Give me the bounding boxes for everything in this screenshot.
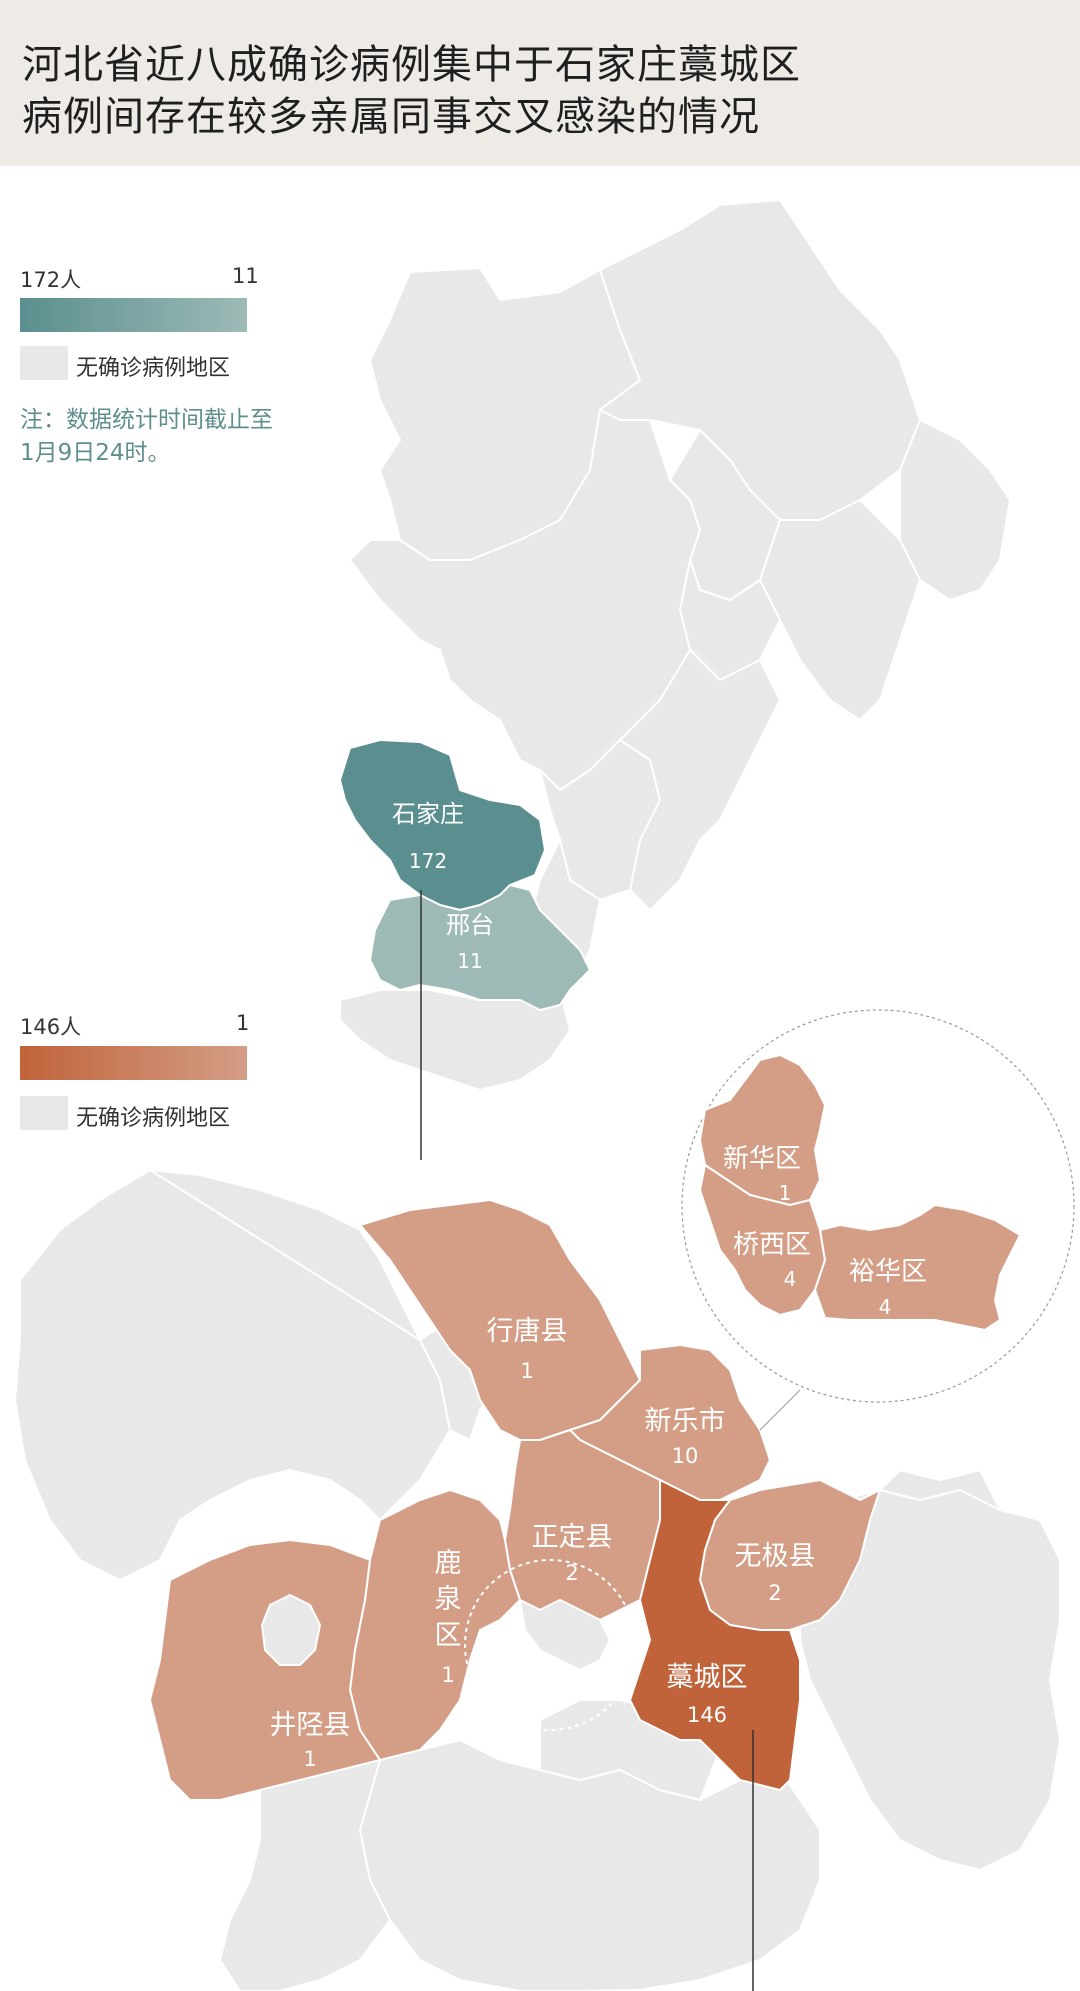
legend-bottom-no-case-swatch bbox=[20, 1096, 68, 1130]
label-luquan-char-2: 泉 bbox=[435, 1584, 462, 1615]
label-xinhua-value: 1 bbox=[779, 1181, 792, 1205]
legend-top-gradient-bar bbox=[20, 298, 247, 332]
region-yuhua bbox=[814, 1204, 1021, 1331]
region-gaocheng bbox=[629, 1479, 801, 1791]
label-yuhua-value: 4 bbox=[879, 1295, 892, 1319]
label-yuhua-name: 裕华区 bbox=[849, 1257, 927, 1287]
note: 注：数据统计时间截止至 1月9日24时。 bbox=[20, 404, 273, 470]
legend-bottom-min-label: 1 bbox=[236, 1011, 250, 1035]
note-line-2: 1月9日24时。 bbox=[20, 440, 171, 466]
legend-top-min-label: 11 bbox=[232, 264, 259, 288]
label-shijiazhuang-name: 石家庄 bbox=[392, 800, 464, 828]
header-banner: 河北省近八成确诊病例集中于石家庄藁城区 病例间存在较多亲属同事交叉感染的情况 bbox=[0, 0, 1080, 166]
province-labels: 石家庄 172 邢台 11 bbox=[392, 800, 494, 973]
legend-top-no-case-swatch bbox=[20, 346, 68, 380]
legend-bottom-no-case-label: 无确诊病例地区 bbox=[76, 1106, 231, 1131]
label-zhengding-value: 2 bbox=[565, 1561, 578, 1585]
label-shijiazhuang-value: 172 bbox=[409, 849, 447, 873]
label-luquan-char-3: 区 bbox=[435, 1620, 462, 1651]
note-line-1: 注：数据统计时间截止至 bbox=[20, 407, 273, 433]
region-shenze bbox=[879, 1469, 1001, 1511]
city-labels: 行唐县 1 新乐市 10 正定县 2 无极县 2 鹿 泉 区 1 井陉县 1 藁… bbox=[270, 1316, 816, 1771]
label-gaocheng-value: 146 bbox=[687, 1703, 727, 1727]
label-xingtang-name: 行唐县 bbox=[487, 1316, 568, 1347]
legend-bottom-gradient-bar bbox=[20, 1046, 247, 1080]
label-xingtai-value: 11 bbox=[457, 949, 482, 973]
city-core-circle bbox=[464, 1559, 636, 1731]
label-gaocheng-name: 藁城区 bbox=[667, 1662, 748, 1693]
label-xingtang-value: 1 bbox=[520, 1359, 533, 1383]
label-wuji-value: 2 bbox=[768, 1581, 781, 1605]
label-qiaoxi-name: 桥西区 bbox=[733, 1230, 811, 1260]
label-zhengding-name: 正定县 bbox=[532, 1522, 613, 1553]
region-handan bbox=[339, 989, 571, 1091]
region-urban-core bbox=[519, 1599, 611, 1671]
label-luquan-name: 鹿 泉 区 bbox=[435, 1548, 462, 1651]
label-xinle-name: 新乐市 bbox=[645, 1406, 726, 1437]
label-xinhua-name: 新华区 bbox=[723, 1144, 801, 1174]
label-xingtai-name: 邢台 bbox=[446, 911, 494, 939]
province-no-case-regions bbox=[339, 199, 1011, 1091]
region-jingxing bbox=[149, 1539, 381, 1801]
city-no-case-regions bbox=[14, 1169, 1061, 1991]
legend-top-max-label: 172人 bbox=[20, 268, 82, 292]
inset-labels: 新华区 1 桥西区 4 裕华区 4 bbox=[723, 1144, 927, 1319]
legend-top-no-case-label: 无确诊病例地区 bbox=[76, 356, 231, 381]
label-xinle-value: 10 bbox=[672, 1444, 699, 1468]
region-xingtai bbox=[369, 884, 591, 1011]
title-line-1: 河北省近八成确诊病例集中于石家庄藁城区 bbox=[22, 42, 801, 88]
label-qiaoxi-value: 4 bbox=[784, 1267, 797, 1291]
legend-bottom-max-label: 146人 bbox=[20, 1015, 82, 1039]
label-jingxing-name: 井陉县 bbox=[270, 1710, 351, 1741]
region-jingxing-hole bbox=[261, 1594, 321, 1666]
region-tangshan bbox=[759, 499, 921, 721]
label-wuji-name: 无极县 bbox=[735, 1541, 816, 1572]
label-jingxing-value: 1 bbox=[303, 1747, 316, 1771]
inset-pointer-line bbox=[759, 1389, 801, 1431]
title-line-2: 病例间存在较多亲属同事交叉感染的情况 bbox=[22, 94, 760, 140]
label-luquan-char-1: 鹿 bbox=[435, 1548, 462, 1579]
label-luquan-value: 1 bbox=[441, 1663, 454, 1687]
